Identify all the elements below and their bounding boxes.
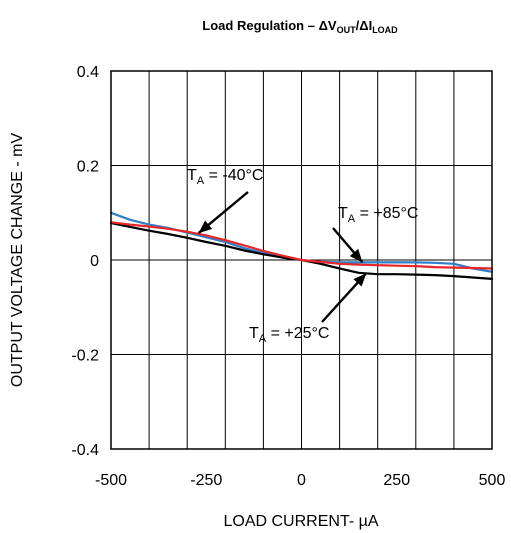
x-tick-label: 500 [479, 472, 506, 489]
chart-title-prefix: Load Regulation – ΔV [202, 18, 337, 33]
series-line [109, 221, 494, 270]
chart-title: Load Regulation – ΔVOUT/ΔILOAD [202, 18, 398, 35]
chart-title-sub1: OUT [337, 25, 357, 35]
x-tick-label: -500 [95, 472, 127, 489]
annotation-arrowhead [353, 273, 367, 287]
y-tick-label: 0.4 [77, 64, 99, 81]
y-tick-labels: 0.4 0.2 0 -0.2 -0.4 [71, 64, 99, 459]
y-tick-label: 0.2 [77, 159, 99, 176]
annotation-arrowhead [349, 248, 363, 263]
chart-title-sub2: LOAD [372, 25, 398, 35]
series-group [109, 211, 494, 280]
chart-title-mid: /ΔI [356, 18, 373, 33]
plot-frame [110, 70, 493, 450]
x-tick-label: 250 [383, 472, 410, 489]
y-tick-label: 0 [90, 253, 99, 270]
y-axis-label: OUTPUT VOLTAGE CHANGE - mV [9, 133, 26, 388]
x-tick-label: 0 [297, 472, 306, 489]
annotation-group: TA = -40°C TA = +85°C TA = +25°C [187, 167, 418, 345]
y-tick-label: -0.4 [71, 442, 99, 459]
annotation-label: TA = +85°C [338, 205, 418, 225]
annotation-label: TA = +25°C [249, 325, 329, 345]
x-tick-label: -250 [190, 472, 222, 489]
y-tick-label: -0.2 [71, 348, 99, 365]
annotation-arrowhead [198, 220, 213, 234]
annotation-label: TA = -40°C [187, 167, 263, 187]
x-axis-label: LOAD CURRENT- µA [223, 513, 378, 530]
x-tick-labels: -500 -250 0 250 500 [95, 472, 505, 489]
